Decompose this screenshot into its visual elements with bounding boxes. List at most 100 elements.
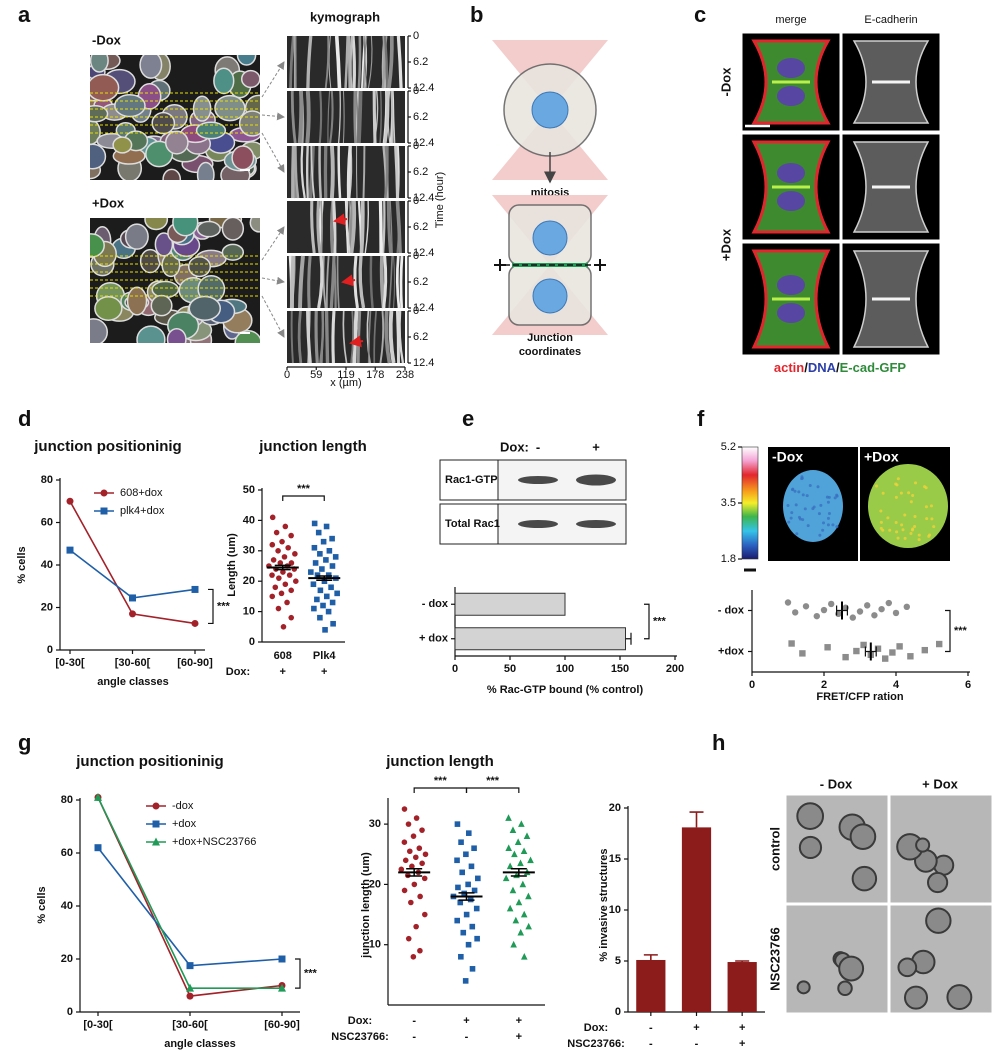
point bbox=[510, 940, 517, 948]
point bbox=[792, 609, 799, 616]
speckle bbox=[821, 528, 825, 532]
chart-title: junction length bbox=[385, 753, 493, 770]
point bbox=[334, 590, 340, 597]
streak bbox=[334, 35, 342, 89]
significance-label: *** bbox=[217, 600, 231, 612]
speckle bbox=[914, 481, 918, 485]
colorbar-label: 5.2 bbox=[721, 441, 736, 453]
y-tick-label: 10 bbox=[243, 606, 255, 618]
speckle bbox=[826, 523, 830, 527]
streak bbox=[392, 255, 396, 309]
speckle bbox=[798, 517, 802, 521]
streak bbox=[306, 310, 312, 364]
streak bbox=[379, 90, 382, 144]
time-tick-label: 6.2 bbox=[413, 221, 428, 233]
speckle bbox=[879, 509, 883, 513]
time-tick-label: 6.2 bbox=[413, 166, 428, 178]
speckle bbox=[822, 521, 826, 525]
x-axis-label: % Rac-GTP bound (% control) bbox=[487, 684, 644, 696]
point bbox=[186, 992, 194, 1000]
y-tick-label: 20 bbox=[61, 953, 73, 965]
point bbox=[871, 612, 878, 619]
cell bbox=[144, 218, 169, 231]
speckle bbox=[803, 507, 807, 511]
speckle bbox=[789, 516, 793, 520]
time-tick-label: 12.4 bbox=[413, 82, 434, 94]
streak bbox=[381, 35, 386, 89]
spheroid bbox=[796, 980, 811, 995]
cell bbox=[188, 295, 222, 321]
point bbox=[410, 833, 417, 839]
time-tick-label: 12.4 bbox=[413, 302, 434, 314]
point bbox=[276, 575, 282, 581]
cell bbox=[868, 464, 948, 548]
row-label: NSC23766 bbox=[767, 927, 782, 991]
point bbox=[514, 838, 522, 846]
point bbox=[398, 866, 405, 873]
bar bbox=[681, 827, 712, 1012]
point bbox=[401, 806, 408, 812]
time-tick-label: 6.2 bbox=[413, 276, 428, 288]
speckle bbox=[825, 495, 829, 499]
streak bbox=[293, 35, 297, 89]
streak bbox=[357, 35, 362, 89]
point bbox=[459, 869, 466, 876]
nucleus bbox=[532, 220, 568, 256]
speckle bbox=[903, 536, 907, 540]
cell bbox=[90, 318, 108, 343]
streak bbox=[395, 200, 402, 254]
condition-label: -Dox bbox=[92, 32, 122, 47]
speckle bbox=[879, 520, 883, 524]
cell bbox=[196, 161, 215, 180]
speckle bbox=[881, 491, 885, 495]
time-tick-label: 12.4 bbox=[413, 137, 434, 149]
panel-letter: a bbox=[18, 2, 31, 27]
speckle bbox=[790, 511, 794, 515]
speckle bbox=[831, 523, 835, 527]
image-label: -Dox bbox=[772, 449, 803, 465]
x-tick-label: Plk4 bbox=[313, 650, 337, 662]
point bbox=[314, 596, 320, 603]
x-tick-label: 0 bbox=[452, 663, 458, 675]
point bbox=[413, 815, 420, 821]
streak bbox=[383, 35, 389, 89]
kymograph-title: kymograph bbox=[310, 9, 380, 24]
streak bbox=[318, 145, 322, 199]
speckle bbox=[929, 504, 933, 508]
point bbox=[329, 599, 336, 606]
point bbox=[408, 899, 414, 906]
point bbox=[936, 640, 943, 648]
point bbox=[515, 898, 523, 906]
point bbox=[311, 544, 318, 551]
point bbox=[311, 520, 318, 527]
point bbox=[505, 814, 512, 821]
x-tick-label: 50 bbox=[504, 663, 516, 675]
stain-name: / bbox=[804, 360, 808, 375]
significance-label: *** bbox=[653, 615, 667, 627]
point bbox=[860, 641, 867, 649]
streak bbox=[353, 90, 358, 144]
point bbox=[269, 593, 276, 600]
time-label: Time (hour) bbox=[434, 172, 446, 228]
point bbox=[506, 862, 514, 870]
cell bbox=[94, 296, 123, 322]
y-tick-label: 20 bbox=[609, 802, 621, 814]
chart-title: junction positioninig bbox=[75, 753, 223, 770]
error-bar bbox=[510, 867, 527, 877]
time-tick-label: 0 bbox=[413, 250, 419, 262]
point bbox=[525, 922, 532, 930]
y-tick-label: 60 bbox=[41, 516, 53, 528]
point bbox=[329, 535, 335, 542]
speckle bbox=[899, 491, 903, 495]
streak bbox=[388, 255, 394, 309]
y-tick-label: 20 bbox=[243, 575, 255, 587]
spheroid bbox=[851, 865, 878, 892]
cell bbox=[112, 136, 133, 154]
result-label: coordinates bbox=[519, 346, 581, 358]
streak bbox=[372, 90, 377, 144]
significance-label: *** bbox=[434, 775, 448, 787]
streak bbox=[379, 310, 385, 364]
point bbox=[412, 854, 419, 861]
point bbox=[278, 590, 285, 597]
